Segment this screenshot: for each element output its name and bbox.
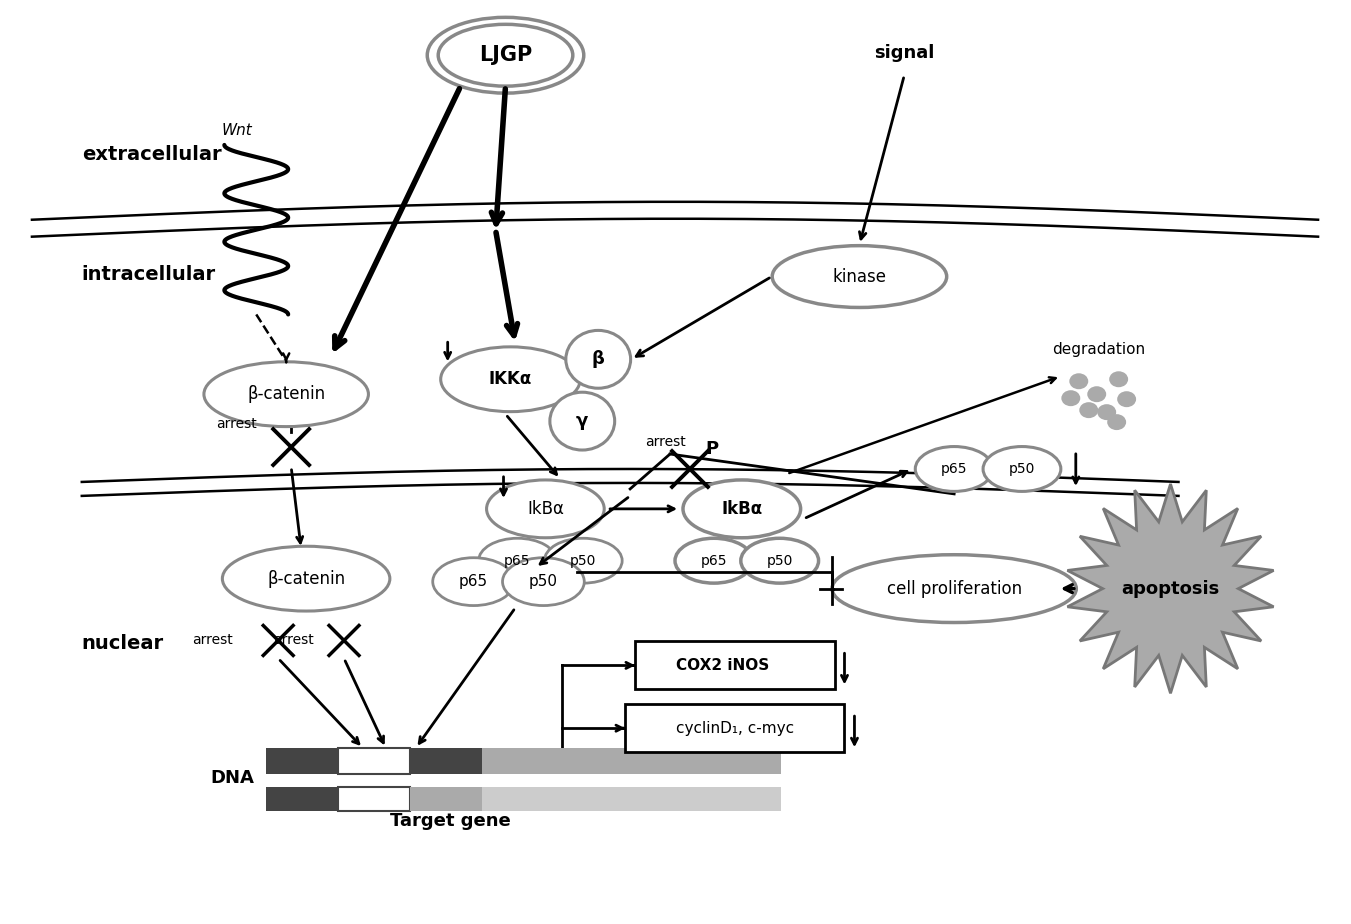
Ellipse shape — [1108, 414, 1127, 430]
Text: IkBα: IkBα — [721, 500, 762, 517]
Ellipse shape — [432, 558, 515, 605]
Text: Wnt: Wnt — [222, 123, 253, 138]
Ellipse shape — [566, 331, 631, 388]
Text: P: P — [705, 440, 719, 458]
Text: p50: p50 — [766, 553, 793, 567]
Text: p65: p65 — [459, 574, 488, 590]
Text: cell proliferation: cell proliferation — [886, 579, 1021, 598]
FancyBboxPatch shape — [266, 748, 338, 774]
Text: β-catenin: β-catenin — [247, 385, 326, 403]
Text: DNA: DNA — [211, 769, 254, 787]
Ellipse shape — [478, 539, 557, 583]
Ellipse shape — [1097, 404, 1116, 420]
Text: extracellular: extracellular — [82, 145, 222, 164]
Ellipse shape — [486, 480, 604, 538]
Text: degradation: degradation — [1052, 342, 1146, 357]
Text: p65: p65 — [504, 553, 531, 567]
Ellipse shape — [1079, 402, 1098, 419]
Text: IkBα: IkBα — [527, 500, 563, 517]
Ellipse shape — [684, 480, 801, 538]
Text: kinase: kinase — [832, 268, 886, 286]
Text: apoptosis: apoptosis — [1121, 579, 1220, 598]
FancyBboxPatch shape — [266, 787, 338, 811]
Ellipse shape — [1088, 386, 1106, 402]
Text: p50: p50 — [528, 574, 558, 590]
FancyBboxPatch shape — [626, 704, 844, 752]
FancyBboxPatch shape — [635, 641, 835, 689]
Polygon shape — [1067, 484, 1274, 693]
FancyBboxPatch shape — [481, 748, 781, 774]
FancyBboxPatch shape — [338, 787, 409, 811]
Text: nuclear: nuclear — [82, 634, 163, 653]
Ellipse shape — [676, 539, 753, 583]
Ellipse shape — [1109, 371, 1128, 387]
FancyBboxPatch shape — [409, 748, 481, 774]
Text: IKKα: IKKα — [489, 371, 532, 388]
Ellipse shape — [550, 392, 615, 450]
Ellipse shape — [503, 558, 584, 605]
Ellipse shape — [1117, 391, 1136, 407]
Text: arrest: arrest — [216, 417, 257, 432]
Text: p50: p50 — [1009, 462, 1035, 476]
Ellipse shape — [1062, 390, 1081, 407]
Text: Target gene: Target gene — [390, 812, 511, 830]
FancyBboxPatch shape — [409, 787, 481, 811]
Text: γ: γ — [576, 412, 589, 431]
Ellipse shape — [740, 539, 819, 583]
Text: LJGP: LJGP — [478, 45, 532, 66]
Ellipse shape — [984, 446, 1061, 492]
Text: signal: signal — [874, 44, 935, 62]
Text: β-catenin: β-catenin — [267, 570, 345, 588]
Text: p50: p50 — [570, 553, 596, 567]
Ellipse shape — [204, 362, 369, 427]
Text: intracellular: intracellular — [82, 265, 216, 284]
Ellipse shape — [1069, 373, 1089, 389]
Ellipse shape — [773, 246, 947, 308]
Text: p65: p65 — [701, 553, 727, 567]
FancyBboxPatch shape — [338, 748, 409, 774]
Ellipse shape — [544, 539, 623, 583]
Ellipse shape — [223, 546, 390, 611]
Text: arrest: arrest — [193, 634, 234, 648]
Text: cyclinD₁, c-myc: cyclinD₁, c-myc — [676, 721, 794, 736]
Text: COX2 iNOS: COX2 iNOS — [677, 658, 770, 673]
Text: arrest: arrest — [644, 435, 685, 449]
Ellipse shape — [427, 18, 584, 93]
FancyBboxPatch shape — [481, 787, 781, 811]
Ellipse shape — [440, 346, 581, 412]
Text: arrest: arrest — [273, 634, 313, 648]
Text: p65: p65 — [940, 462, 967, 476]
Ellipse shape — [832, 554, 1077, 623]
Ellipse shape — [915, 446, 993, 492]
Text: β: β — [592, 350, 605, 369]
